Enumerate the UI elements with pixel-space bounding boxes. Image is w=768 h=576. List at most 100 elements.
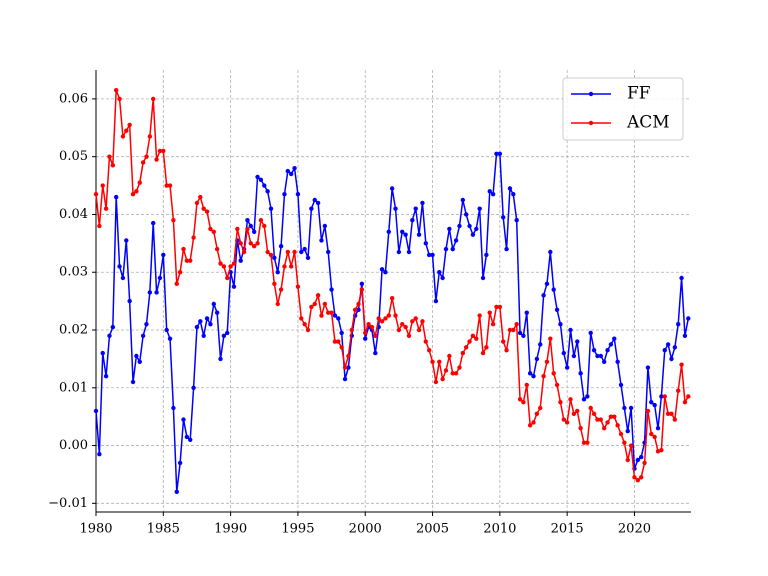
series-marker xyxy=(544,359,550,364)
series-marker xyxy=(369,324,375,330)
series-marker xyxy=(426,348,432,353)
series-marker xyxy=(167,336,173,341)
series-marker xyxy=(282,192,287,197)
series-marker xyxy=(373,350,378,356)
series-marker xyxy=(524,382,529,388)
series-marker xyxy=(322,223,328,229)
series-marker xyxy=(531,374,536,379)
series-marker xyxy=(342,376,348,382)
series-marker xyxy=(198,194,203,200)
series-marker xyxy=(413,206,418,211)
series-marker xyxy=(659,447,664,453)
series-marker xyxy=(396,327,402,333)
series-marker xyxy=(601,426,607,431)
series-marker xyxy=(514,322,519,327)
series-marker xyxy=(558,400,563,405)
series-marker xyxy=(305,327,311,333)
series-marker xyxy=(191,235,196,240)
series-marker xyxy=(137,180,142,185)
series-marker xyxy=(134,353,139,359)
series-marker xyxy=(595,417,600,422)
series-marker xyxy=(598,417,604,422)
series-marker xyxy=(339,345,344,350)
series-line xyxy=(95,153,690,492)
series-marker xyxy=(379,267,385,272)
series-marker xyxy=(134,189,139,194)
series-marker xyxy=(315,200,321,206)
series-marker xyxy=(225,330,230,336)
series-marker xyxy=(628,405,634,411)
series-marker xyxy=(204,209,210,214)
series-marker xyxy=(275,301,280,307)
series-marker xyxy=(154,290,159,295)
series-marker xyxy=(346,365,351,370)
series-marker xyxy=(662,394,667,399)
series-marker xyxy=(373,333,378,338)
series-marker xyxy=(194,200,200,206)
series-marker xyxy=(504,348,509,353)
series-marker xyxy=(430,359,435,364)
series-marker xyxy=(268,252,274,258)
series-marker xyxy=(618,382,624,388)
series-marker xyxy=(541,293,546,298)
series-marker xyxy=(463,345,469,350)
series-marker xyxy=(669,356,674,362)
series-marker xyxy=(605,420,610,425)
legend-swatch-marker xyxy=(588,91,594,97)
series-marker xyxy=(103,374,109,379)
series-marker xyxy=(490,322,496,327)
series-marker xyxy=(521,333,526,338)
series-marker xyxy=(326,249,331,255)
series-marker xyxy=(638,475,644,480)
series-marker xyxy=(440,275,445,281)
series-marker xyxy=(467,339,472,344)
series-marker xyxy=(312,197,317,203)
series-marker xyxy=(302,322,307,327)
series-marker xyxy=(332,339,338,344)
series-marker xyxy=(484,252,489,258)
series-marker xyxy=(251,244,257,249)
y-tick-label: 0.04 xyxy=(59,207,88,222)
series-marker xyxy=(127,298,132,304)
series-marker xyxy=(177,270,183,275)
series-marker xyxy=(245,218,250,223)
series-marker xyxy=(295,192,301,197)
series-marker xyxy=(437,270,442,275)
series-marker xyxy=(403,232,408,237)
series-marker xyxy=(225,275,230,281)
series-marker xyxy=(477,313,482,318)
series-marker xyxy=(568,327,573,333)
series-marker xyxy=(93,408,99,414)
series-marker xyxy=(608,414,614,419)
series-marker xyxy=(342,365,348,370)
series-marker xyxy=(326,310,331,315)
series-marker xyxy=(103,206,109,211)
series-marker xyxy=(262,183,267,188)
series-marker xyxy=(682,400,688,405)
series-marker xyxy=(386,229,391,234)
series-marker xyxy=(211,301,216,307)
series-marker xyxy=(218,356,223,362)
series-marker xyxy=(591,348,597,353)
series-marker xyxy=(470,333,476,338)
series-marker xyxy=(400,322,405,327)
series-marker xyxy=(319,313,324,318)
series-marker xyxy=(437,359,442,364)
series-marker xyxy=(181,417,186,422)
series-marker xyxy=(120,275,126,281)
series-marker xyxy=(669,411,674,416)
series-marker xyxy=(278,244,284,249)
series-marker xyxy=(319,238,324,243)
x-tick-label: 2000 xyxy=(349,522,382,537)
series-marker xyxy=(282,264,287,269)
series-marker xyxy=(329,287,334,292)
series-marker xyxy=(113,194,119,200)
series-marker xyxy=(97,452,102,457)
series-marker xyxy=(130,379,136,385)
series-marker xyxy=(309,304,314,310)
series-marker xyxy=(659,394,664,399)
series-marker xyxy=(164,327,169,333)
series-marker xyxy=(272,281,277,286)
series-marker xyxy=(416,327,422,333)
series-marker xyxy=(322,301,328,307)
